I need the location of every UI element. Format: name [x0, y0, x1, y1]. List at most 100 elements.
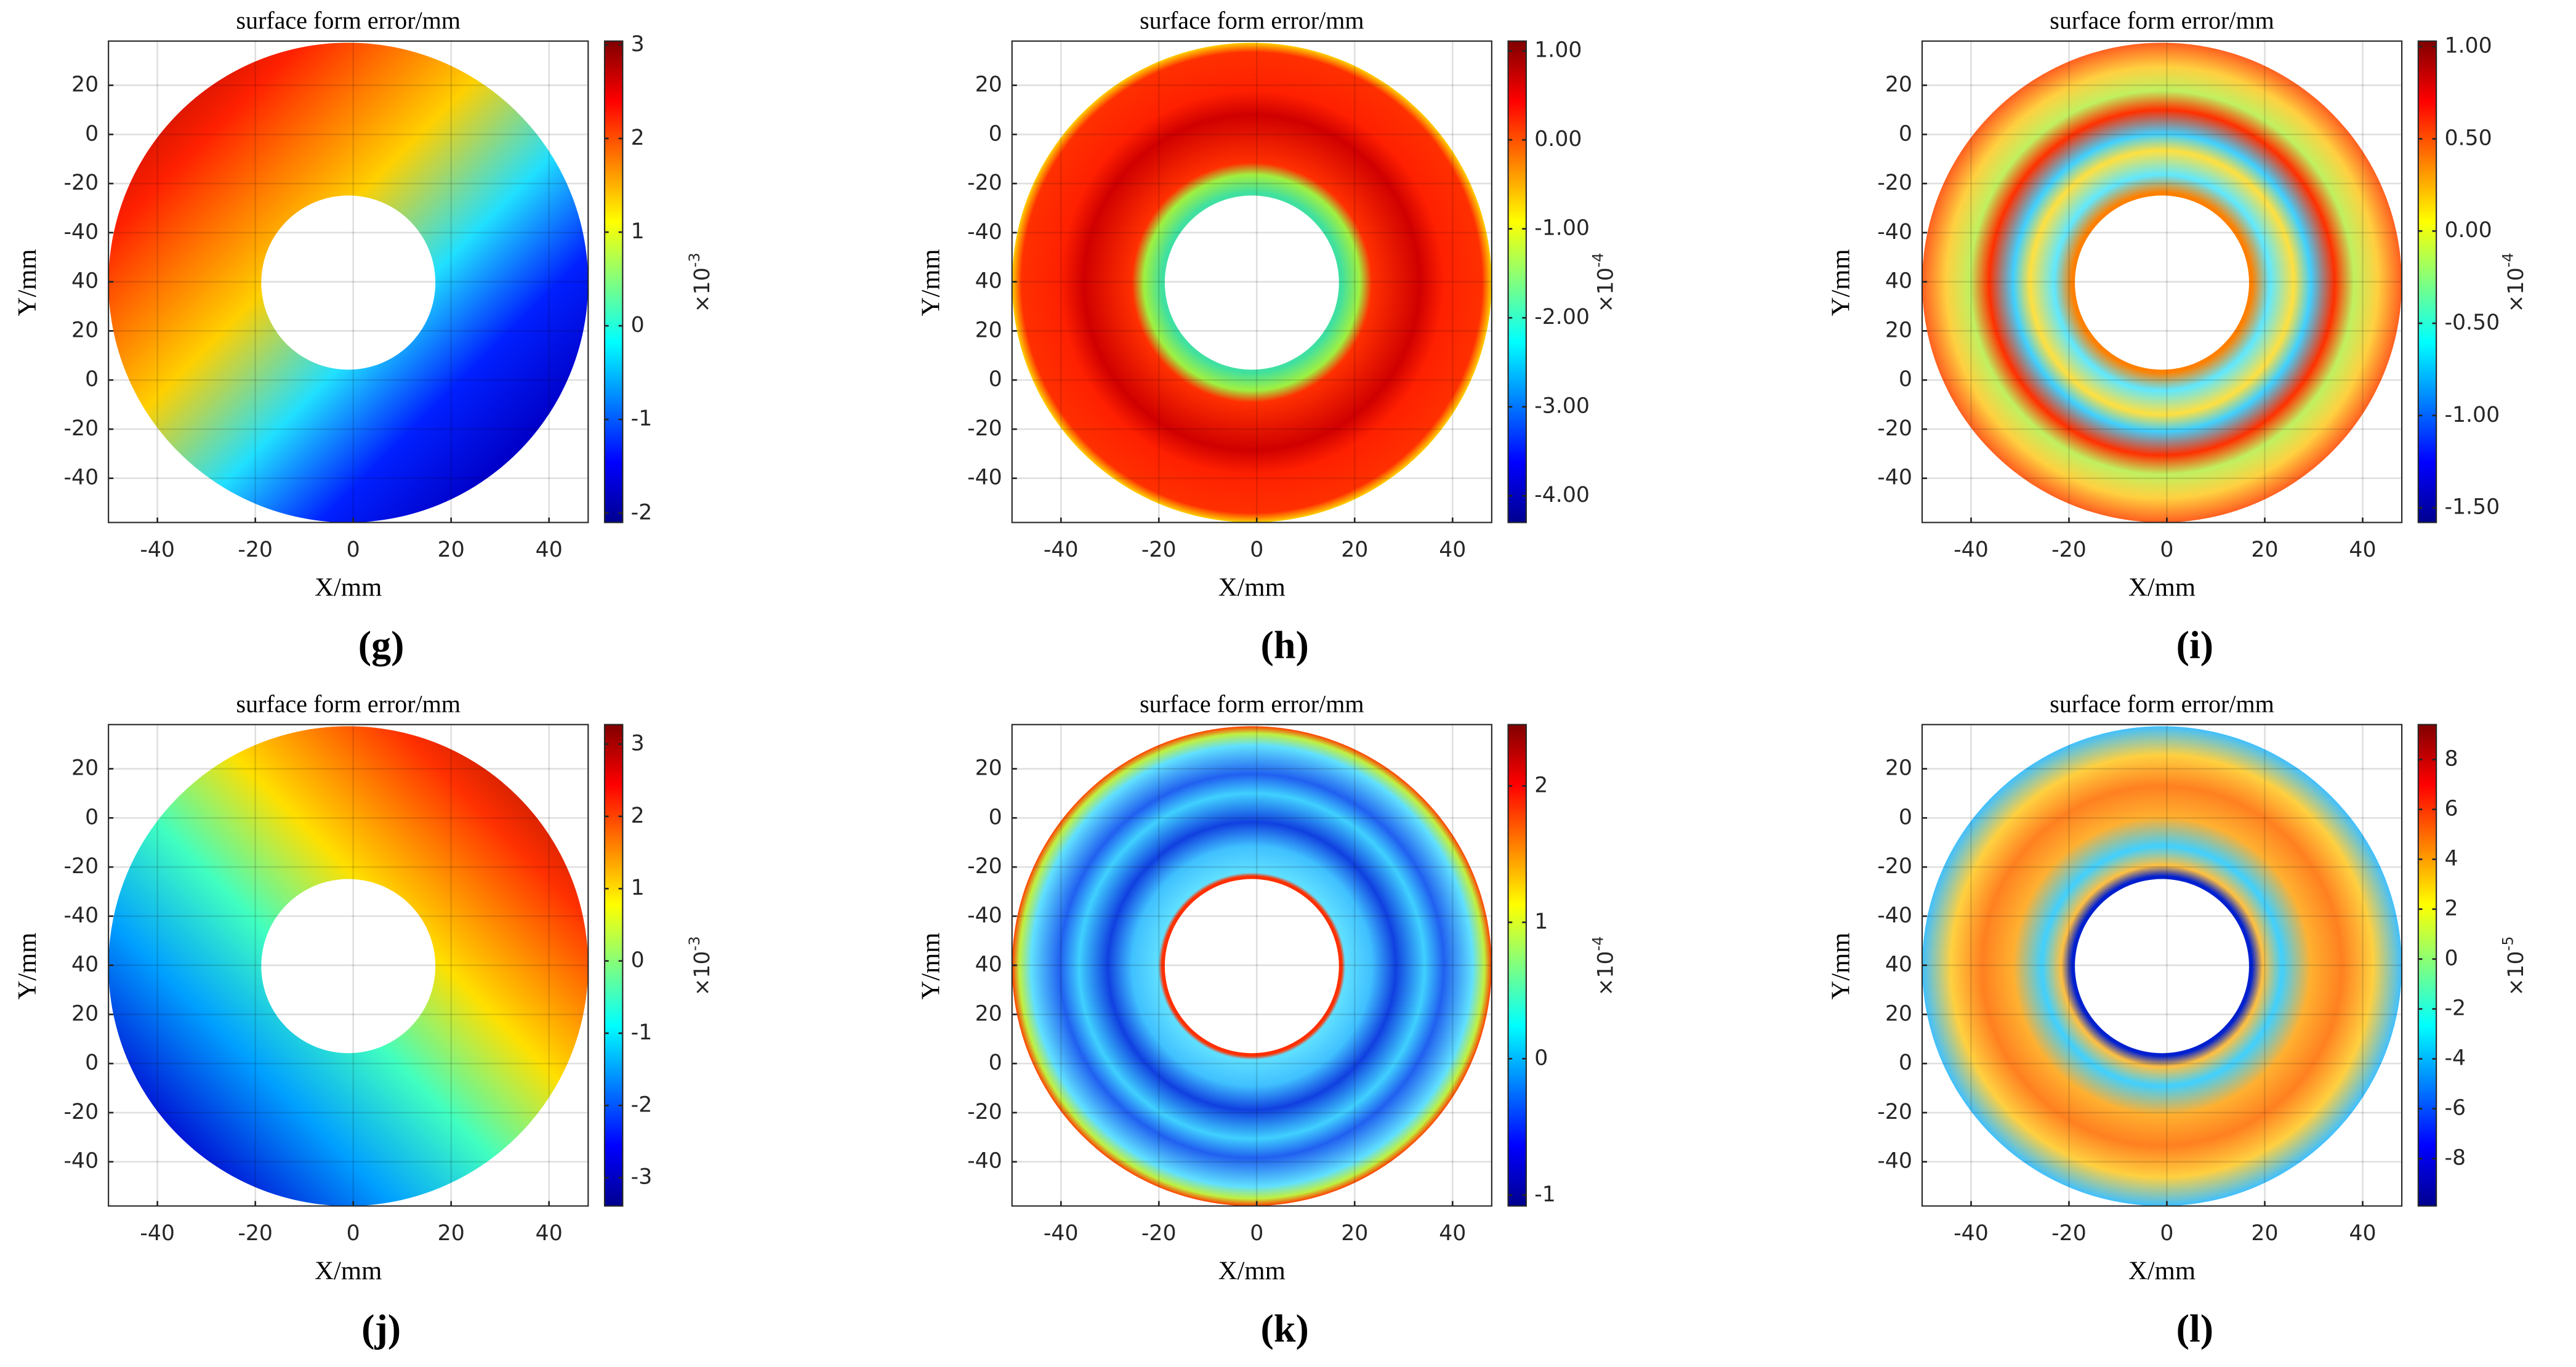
y-tick-label: -40 [1877, 1149, 1912, 1174]
colorbar-tick-label: 2 [1534, 773, 1548, 797]
colorbar-tick-label: 1.00 [1534, 38, 1582, 63]
y-tick-label: 0 [1899, 367, 1912, 392]
colorbar-exponent-label: ×10-3 [686, 936, 715, 996]
colorbar [1507, 40, 1527, 523]
colorbar-tick-label: -3 [631, 1165, 653, 1190]
y-tick-label: 0 [1899, 1050, 1912, 1075]
y-tick-label: -40 [967, 466, 1002, 490]
y-tick-label: 40 [975, 953, 1002, 977]
axes-box [1011, 40, 1492, 523]
chart-title: surface form error/mm [1140, 7, 1364, 34]
x-tick-label: 40 [1439, 1221, 1466, 1246]
x-tick-label: 20 [1341, 1221, 1368, 1246]
colorbar-exponent: -4 [1589, 936, 1606, 951]
x-tick-label: -20 [2051, 538, 2087, 562]
surface [1922, 726, 2402, 1206]
x-tick-label: 20 [438, 538, 465, 562]
colorbar-exponent: -4 [1589, 252, 1606, 267]
colorbar-exponent-label: ×10-4 [1589, 936, 1618, 996]
colorbar-tick-label: 4 [2444, 846, 2458, 871]
colorbar-tick-label: 2 [631, 804, 645, 828]
y-tick-label: 40 [71, 953, 99, 977]
y-axis-label: Y/mm [916, 932, 945, 999]
y-tick-label: -40 [967, 903, 1002, 928]
y-tick-label: 20 [1885, 756, 1912, 781]
surface [108, 726, 589, 1206]
colorbar-tick-label: 0 [2444, 946, 2458, 970]
colorbar-scale: ×10 [1594, 951, 1619, 996]
x-tick-label: 20 [2251, 538, 2278, 562]
axes-box [1011, 724, 1492, 1207]
y-axis-label: Y/mm [13, 249, 42, 316]
y-tick-label: -20 [64, 416, 99, 441]
y-tick-label: 20 [975, 318, 1002, 342]
colorbar-tick-label: -2 [2444, 996, 2466, 1020]
chart-title: surface form error/mm [236, 690, 461, 718]
axes-box [1921, 724, 2403, 1207]
y-tick-label: -40 [1877, 903, 1912, 928]
surface [108, 42, 589, 523]
y-tick-label: 0 [989, 121, 1002, 146]
y-tick-label: 20 [71, 73, 99, 97]
panel-label: (k) [1261, 1307, 1309, 1350]
x-tick-label: 0 [2160, 1221, 2173, 1246]
colorbar-tick-label: 3 [631, 731, 645, 756]
colorbar-scale: ×10 [2504, 951, 2529, 996]
colorbar-exponent-label: ×10-5 [2500, 936, 2529, 996]
y-tick-label: 0 [85, 121, 99, 146]
y-tick-label: 20 [975, 1001, 1002, 1026]
colorbar-tick-label: 3 [631, 32, 645, 57]
y-tick-label: -20 [967, 1100, 1002, 1124]
x-tick-label: 0 [1250, 538, 1263, 562]
colorbar-tick-label: -6 [2444, 1096, 2466, 1121]
colorbar-scale: ×10 [1594, 267, 1619, 312]
x-tick-label: -40 [140, 538, 175, 562]
y-axis-label: Y/mm [1827, 249, 1856, 316]
colorbar [603, 724, 624, 1207]
colorbar-tick-label: 0.00 [2444, 218, 2492, 243]
colorbar-tick-label: -3.00 [1534, 394, 1590, 419]
y-tick-label: 20 [71, 756, 99, 781]
surface [1012, 726, 1492, 1206]
colorbar-tick-label: 1 [1534, 909, 1548, 934]
y-tick-label: 40 [1885, 953, 1912, 977]
x-tick-label: -20 [238, 538, 273, 562]
x-axis-label: X/mm [315, 1257, 382, 1286]
x-tick-label: 40 [2349, 1221, 2376, 1246]
colorbar-tick-label: 2 [631, 126, 645, 150]
surface [1012, 42, 1492, 523]
x-tick-label: 40 [2349, 538, 2376, 562]
x-tick-label: 0 [347, 1221, 360, 1246]
colorbar-tick-label: 1 [631, 876, 645, 900]
colorbar-scale: ×10 [690, 267, 715, 312]
y-tick-label: -20 [1877, 171, 1912, 195]
y-tick-label: 0 [85, 367, 99, 392]
y-tick-label: -40 [967, 1149, 1002, 1174]
colorbar-tick-label: 2 [2444, 896, 2458, 921]
y-tick-label: 40 [71, 269, 99, 294]
x-tick-label: 20 [1341, 538, 1368, 562]
colorbar-tick-label: -8 [2444, 1146, 2466, 1171]
colorbar-exponent: -5 [2500, 936, 2517, 951]
colorbar-tick-label: 0.00 [1534, 127, 1582, 151]
y-axis-label: Y/mm [1827, 932, 1856, 999]
y-tick-label: 0 [1899, 805, 1912, 829]
y-tick-label: 0 [1899, 121, 1912, 146]
colorbar [2417, 40, 2437, 523]
y-tick-label: -20 [64, 171, 99, 195]
colorbar [1507, 724, 1527, 1207]
colorbar-tick-label: -1.00 [1534, 216, 1590, 241]
y-tick-label: -40 [967, 220, 1002, 244]
x-tick-label: -40 [1044, 1221, 1079, 1246]
y-tick-label: -40 [64, 466, 99, 490]
chart-title: surface form error/mm [2050, 7, 2274, 34]
y-tick-label: -20 [1877, 416, 1912, 441]
colorbar-tick-label: 8 [2444, 746, 2458, 771]
x-axis-label: X/mm [1218, 1257, 1286, 1286]
y-tick-label: 0 [989, 367, 1002, 392]
y-tick-label: -40 [64, 220, 99, 244]
y-tick-label: 0 [85, 1050, 99, 1075]
